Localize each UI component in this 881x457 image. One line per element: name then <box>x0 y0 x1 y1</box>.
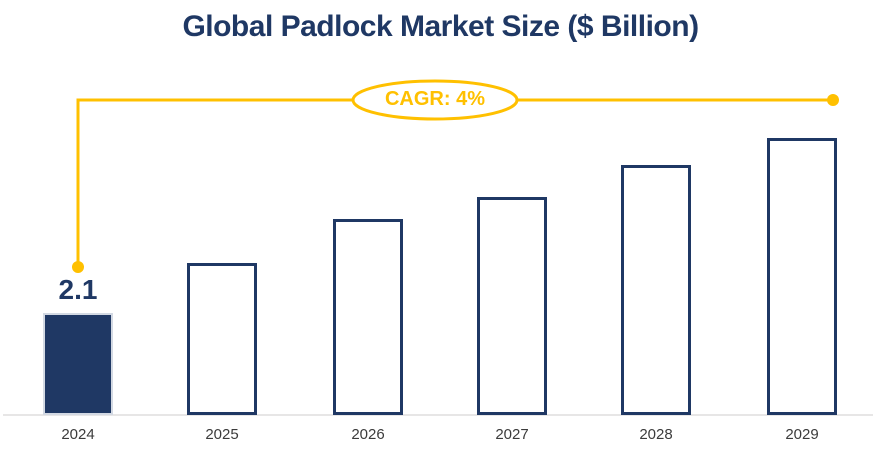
x-tick-2029: 2029 <box>785 426 819 443</box>
bar-2027 <box>477 197 547 415</box>
connector-start-dot <box>72 261 84 273</box>
cagr-badge-label: CAGR: 4% <box>384 88 485 110</box>
bar-2029 <box>767 138 837 415</box>
cagr-connector-line <box>76 98 833 267</box>
bar-value-label-2024: 2.1 <box>58 274 98 305</box>
x-tick-2027: 2027 <box>495 426 529 443</box>
x-tick-2026: 2026 <box>351 426 385 443</box>
bar-2028 <box>621 165 691 415</box>
x-tick-2025: 2025 <box>205 426 239 443</box>
connector-end-dot <box>827 94 839 106</box>
chart-title: Global Padlock Market Size ($ Billion) <box>182 10 699 43</box>
bar-2025 <box>187 263 257 415</box>
bar-2026 <box>333 219 403 415</box>
x-tick-2028: 2028 <box>639 426 673 443</box>
x-axis-line <box>3 414 873 416</box>
cagr-badge-ellipse <box>351 79 519 121</box>
bar-2024 <box>43 313 113 415</box>
x-tick-2024: 2024 <box>61 426 95 443</box>
